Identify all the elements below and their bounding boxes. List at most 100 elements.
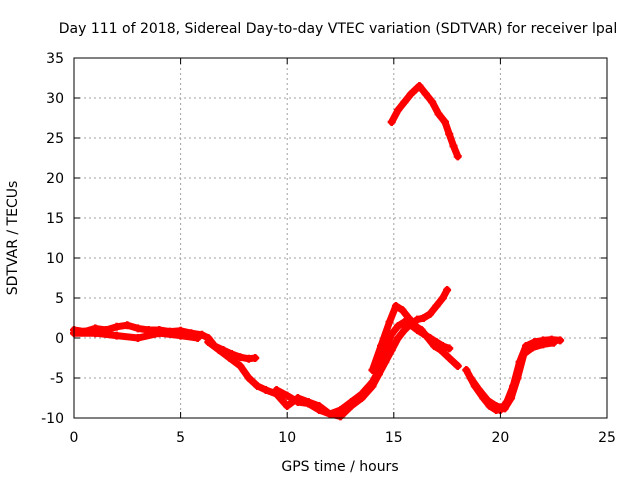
data-point [404,314,413,322]
series-track-e-spike [368,302,462,374]
data-point [385,318,394,326]
y-tick-label: 30 [46,91,64,107]
data-point [272,386,281,394]
y-axis-label: SDTVAR / TECUs [5,181,21,296]
x-tick-label: 10 [278,430,296,446]
y-tick-label: 10 [46,251,64,267]
data-point [123,321,132,330]
y-tick-label: 35 [46,51,64,67]
y-tick-label: 15 [46,211,64,227]
chart-title: Day 111 of 2018, Sidereal Day-to-day VTE… [59,21,617,37]
data-point [251,354,260,362]
data-point [413,315,422,324]
data-point [357,394,366,402]
plot-frame [73,57,608,419]
y-tick-label: 0 [55,331,64,347]
data-point [283,402,292,410]
series-line [204,318,453,418]
data-point [421,90,430,98]
data-point [411,86,420,94]
data-series [70,82,565,421]
y-tick-label: -10 [41,411,64,427]
data-point [438,294,447,302]
data-point [368,366,377,374]
gridlines [74,58,607,418]
data-point [423,334,432,342]
data-point [214,346,223,354]
data-point [445,344,454,353]
data-point [445,130,454,138]
data-point [381,358,390,366]
data-point [519,350,528,358]
data-point [449,142,458,150]
data-point [112,331,121,340]
data-point [556,336,565,345]
data-point [91,329,100,338]
data-point [368,382,377,390]
data-point [549,338,558,347]
data-point [430,342,439,350]
data-point [434,110,443,118]
data-point [398,306,407,314]
data-point [445,354,454,362]
data-point [387,118,396,126]
data-point [400,318,409,326]
data-point [283,391,292,400]
data-point [453,152,462,161]
data-point [415,82,424,90]
data-point [428,98,437,106]
data-point [394,334,403,342]
data-point [387,346,396,354]
data-point [500,404,509,413]
data-point [426,310,435,318]
data-point [204,338,213,346]
data-point [466,374,475,382]
y-tick-label: 25 [46,131,64,147]
series-track-c-night [204,318,454,418]
data-point [443,286,452,294]
data-point [253,382,262,390]
data-point [417,326,426,334]
x-tick-label: 5 [176,430,185,446]
data-point [197,330,206,339]
data-point [394,106,403,114]
data-point [225,354,234,362]
data-point [492,402,501,410]
data-point [112,322,121,331]
data-point [244,374,253,382]
data-point [440,118,449,126]
data-point [176,331,185,340]
series-line [273,286,451,420]
x-axis-label: GPS time / hours [281,459,398,475]
data-point [462,366,471,374]
x-tick-label: 0 [70,430,79,446]
y-tick-label: -5 [50,371,64,387]
data-point [236,353,245,362]
data-point [432,302,441,310]
data-point [236,362,245,370]
data-point [347,402,356,410]
data-point [453,362,462,370]
data-point [325,410,334,418]
data-point [133,334,142,342]
data-point [400,326,409,334]
data-point [133,324,142,333]
x-tick-label: 20 [491,430,509,446]
data-point [539,340,548,349]
data-point [419,314,428,322]
data-point [377,342,386,350]
series-track-d-night [272,286,452,421]
data-point [155,329,164,338]
data-point [387,330,396,338]
data-point [304,399,313,408]
data-point [513,374,522,382]
y-tick-label: 5 [55,291,64,307]
data-point [315,406,324,414]
data-point [528,343,537,352]
data-point [394,322,403,330]
data-point [193,334,202,342]
y-tick-label: 20 [46,171,64,187]
data-point [507,394,516,402]
data-point [483,396,492,405]
